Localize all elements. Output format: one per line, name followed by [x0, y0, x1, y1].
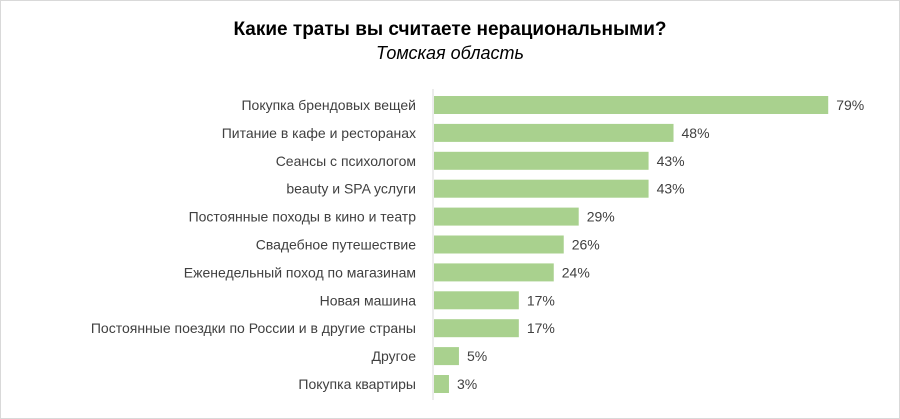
category-label: beauty и SPA услуги — [286, 181, 416, 197]
category-label: Свадебное путешествие — [256, 237, 416, 253]
bar — [434, 347, 459, 366]
bar — [434, 151, 649, 170]
data-label: 43% — [657, 153, 685, 169]
data-label: 79% — [836, 97, 864, 113]
data-label: 3% — [457, 376, 477, 392]
data-label: 26% — [572, 237, 600, 253]
category-label: Постоянные походы в кино и театр — [189, 209, 417, 225]
bar — [434, 207, 579, 226]
data-label: 24% — [562, 264, 590, 280]
bar — [434, 96, 829, 114]
bar — [434, 319, 519, 338]
category-label: Постоянные поездки по России и в другие … — [91, 320, 416, 336]
category-label: Покупка квартиры — [298, 376, 416, 392]
category-label: Другое — [372, 348, 417, 364]
category-label: Сеансы с психологом — [276, 153, 416, 169]
chart-subtitle: Томская область — [375, 43, 525, 63]
bar — [434, 263, 554, 282]
bar — [434, 179, 649, 198]
category-label: Новая машина — [320, 292, 417, 308]
data-label: 48% — [682, 125, 710, 141]
data-label: 5% — [467, 348, 487, 364]
bar — [434, 291, 519, 310]
category-label: Еженедельный поход по магазинам — [184, 264, 416, 280]
category-label: Покупка брендовых вещей — [241, 97, 416, 113]
category-label: Питание в кафе и ресторанах — [222, 125, 416, 141]
bar — [434, 375, 449, 393]
bar — [434, 235, 564, 254]
chart-title: Какие траты вы считаете нерациональными? — [233, 19, 667, 40]
data-label: 17% — [527, 292, 555, 308]
data-label: 43% — [657, 181, 685, 197]
data-label: 29% — [587, 209, 615, 225]
data-label: 17% — [527, 320, 555, 336]
bar — [434, 123, 674, 142]
